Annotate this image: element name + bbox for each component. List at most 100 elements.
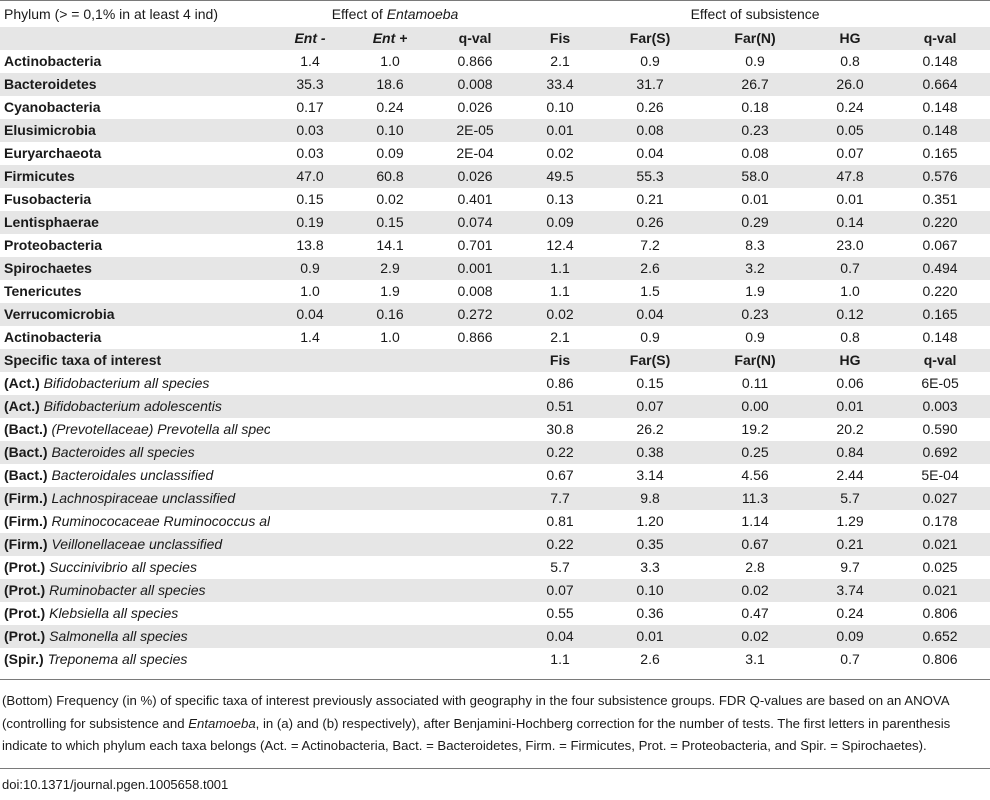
value-cell: 60.8	[350, 165, 430, 188]
taxa-row: (Bact.) Bacteroides all species 0.22 0.38 0…	[0, 441, 990, 464]
value-cell: 0.02	[546, 145, 574, 161]
value-cell: 0.008	[457, 283, 493, 299]
phylum-row: Lentisphaerae 0.19 0.15 0.074 0.09 0.26 0.29 0.…	[0, 211, 990, 234]
value-cell: 0.21	[810, 533, 891, 556]
value-cell: 9.8	[600, 487, 701, 510]
value-cell: 0.074	[430, 211, 521, 234]
value-cell: 1.0	[300, 283, 320, 299]
value-cell: 0.36	[636, 605, 664, 621]
taxon-phylum-prefix: (Prot.)	[4, 605, 46, 621]
taxa-row: (Prot.) Ruminobacter all species 0.07 0.10…	[0, 579, 990, 602]
phylum-row: Euryarchaeota 0.03 0.09 2E-04 0.02 0.04 0.08 0.…	[0, 142, 990, 165]
data-table: Phylum (> = 0,1% in at least 4 ind) Effe…	[0, 0, 990, 671]
taxon-name: (Spir.) Treponema all species	[0, 648, 270, 671]
value-cell: 0.866	[457, 329, 493, 345]
phylum-row: Actinobacteria 1.4 1.0 0.866 2.1 0.9 0.9 0.8 0.1…	[0, 50, 990, 73]
empty-cell	[350, 648, 430, 671]
table-caption: (Bottom) Frequency (in %) of specific ta…	[2, 693, 951, 753]
value-cell: 2E-04	[456, 145, 494, 161]
value-cell: 0.9	[270, 257, 350, 280]
value-cell: 0.806	[922, 605, 958, 621]
value-cell: 0.23	[700, 303, 811, 326]
group-header-row: Phylum (> = 0,1% in at least 4 ind) Effe…	[0, 0, 990, 27]
value-cell: 3.2	[700, 257, 811, 280]
taxon-phylum-prefix: (Prot.)	[4, 628, 46, 644]
value-cell: 0.81	[546, 513, 574, 529]
value-cell: 30.8	[546, 421, 574, 437]
value-cell: 0.021	[890, 533, 990, 556]
value-cell: 5.7	[810, 487, 891, 510]
empty-cell	[350, 510, 430, 533]
column-header: HG	[810, 27, 891, 50]
value-cell: 3.74	[810, 579, 891, 602]
value-cell: 0.494	[890, 257, 990, 280]
value-cell: 2.1	[550, 329, 570, 345]
phylum-row: Elusimicrobia 0.03 0.10 2E-05 0.01 0.08 0.23 0.…	[0, 119, 990, 142]
table-bottom-rule	[0, 679, 990, 680]
value-cell: 14.1	[376, 237, 404, 253]
value-cell: 0.003	[890, 395, 990, 418]
taxon-phylum-prefix: (Prot.)	[4, 559, 46, 575]
empty-cell	[430, 349, 521, 372]
taxon-label: Klebsiella all species	[49, 605, 179, 621]
value-cell: 0.08	[741, 145, 769, 161]
value-cell: 0.24	[836, 99, 864, 115]
effect-entamoeba-heading: Effect of Entamoeba	[270, 0, 521, 27]
value-cell: 0.026	[457, 99, 493, 115]
empty-cell	[430, 487, 521, 510]
empty-cell	[270, 349, 350, 372]
value-cell: 0.01	[810, 395, 891, 418]
value-cell: 0.067	[922, 237, 958, 253]
value-cell: 0.7	[810, 257, 891, 280]
taxon-label: Salmonella all species	[49, 628, 188, 644]
value-cell: 3.3	[640, 559, 660, 575]
value-cell: 26.7	[700, 73, 811, 96]
value-cell: 0.001	[430, 257, 521, 280]
taxa-column-header: Far(N)	[700, 349, 811, 372]
value-cell: 0.701	[457, 237, 493, 253]
column-header: Ent -	[270, 27, 350, 50]
value-cell: 0.15	[636, 375, 664, 391]
value-cell: 1.29	[836, 513, 864, 529]
value-cell: 0.06	[836, 375, 864, 391]
empty-cell	[430, 441, 521, 464]
value-cell: 0.47	[741, 605, 769, 621]
empty-cell	[430, 510, 520, 533]
column-header: q-val	[890, 27, 990, 50]
empty-cell	[430, 418, 520, 441]
taxon-phylum-prefix: (Bact.)	[4, 444, 48, 460]
value-cell: 0.04	[600, 303, 701, 326]
value-cell: 0.401	[457, 191, 493, 207]
value-cell: 0.25	[700, 441, 811, 464]
taxa-row: (Act.) Bifidobacterium adolescentis 0.51 0…	[0, 395, 990, 418]
value-cell: 0.22	[520, 441, 601, 464]
phylum-name: Tenericutes	[4, 283, 82, 299]
value-cell: 0.12	[810, 303, 891, 326]
value-cell: 0.027	[890, 487, 990, 510]
value-cell: 2.8	[745, 559, 765, 575]
taxon-name: (Bact.) (Prevotellaceae) Prevotella all …	[0, 418, 270, 441]
value-cell: 0.11	[741, 375, 769, 391]
taxon-label: Ruminobacter all species	[49, 582, 206, 598]
empty-cell	[270, 625, 350, 648]
taxon-phylum-prefix: (Act.)	[4, 398, 40, 414]
value-cell: 0.18	[741, 99, 769, 115]
empty-cell	[270, 372, 350, 395]
value-cell: 0.148	[922, 99, 958, 115]
value-cell: 0.22	[520, 533, 601, 556]
value-cell: 26.0	[810, 73, 891, 96]
empty-cell	[350, 441, 430, 464]
phylum-row: Spirochaetes 0.9 2.9 0.001 1.1 2.6 3.2 0.7 0.494	[0, 257, 990, 280]
value-cell: 3.1	[745, 651, 765, 667]
column-header: Far(N)	[700, 27, 811, 50]
value-cell: 4.56	[741, 467, 769, 483]
doi-text: doi:10.1371/journal.pgen.1005658.t001	[2, 776, 229, 792]
value-cell: 0.148	[922, 329, 958, 345]
value-cell: 0.178	[922, 513, 958, 529]
value-cell: 0.02	[700, 579, 811, 602]
taxon-name: (Act.) Bifidobacterium all species	[0, 372, 270, 395]
empty-cell	[430, 395, 521, 418]
value-cell: 0.00	[700, 395, 811, 418]
value-cell: 0.86	[546, 375, 574, 391]
